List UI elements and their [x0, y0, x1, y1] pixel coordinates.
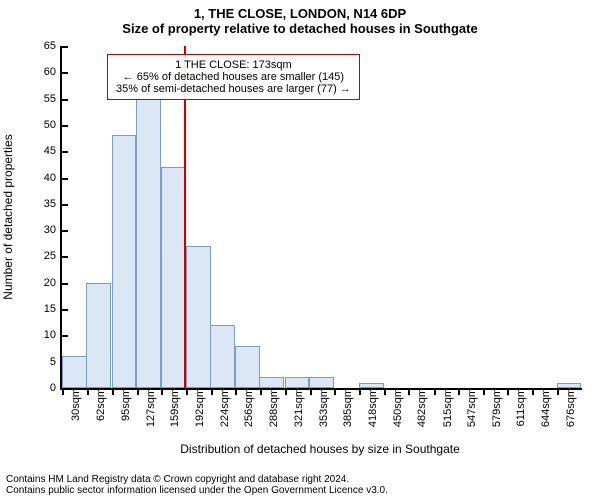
x-tick: 256sqm: [239, 388, 255, 427]
histogram-bar: [259, 377, 284, 388]
x-tick: 644sqm: [536, 388, 552, 427]
x-tick: 579sqm: [487, 388, 503, 427]
footer-line2: Contains public sector information licen…: [6, 485, 388, 496]
chart-title-line1: 1, THE CLOSE, LONDON, N14 6DP: [0, 0, 600, 21]
x-tick: 418sqm: [363, 388, 379, 427]
footer-line1: Contains HM Land Registry data © Crown c…: [6, 474, 388, 485]
histogram-bar: [235, 346, 260, 388]
y-tick: 20: [44, 277, 62, 289]
x-tick: 353sqm: [314, 388, 330, 427]
y-tick: 10: [44, 329, 62, 341]
x-tick: 288sqm: [264, 388, 280, 427]
y-tick: 55: [44, 93, 62, 105]
histogram-bar: [285, 377, 310, 388]
y-tick: 15: [44, 303, 62, 315]
histogram-bar: [161, 167, 186, 388]
y-tick: 35: [44, 198, 62, 210]
y-tick: 30: [44, 224, 62, 236]
x-tick: 611sqm: [511, 388, 527, 426]
x-tick: 159sqm: [165, 388, 181, 427]
y-tick: 65: [44, 40, 62, 52]
chart-title-line2: Size of property relative to detached ho…: [0, 21, 600, 36]
histogram-bar: [210, 325, 235, 388]
y-tick: 0: [50, 382, 62, 394]
x-axis-label: Distribution of detached houses by size …: [60, 442, 580, 456]
annotation-line2: ← 65% of detached houses are smaller (14…: [116, 71, 351, 83]
histogram-bar: [186, 246, 211, 388]
annotation-line1: 1 THE CLOSE: 173sqm: [116, 59, 351, 71]
x-tick: 547sqm: [462, 388, 478, 427]
footer-attribution: Contains HM Land Registry data © Crown c…: [0, 470, 394, 500]
histogram-bar: [136, 99, 161, 388]
y-tick: 45: [44, 145, 62, 157]
x-tick: 385sqm: [338, 388, 354, 427]
x-tick: 127sqm: [141, 388, 157, 427]
x-tick: 95sqm: [116, 388, 132, 421]
x-tick: 321sqm: [289, 388, 305, 427]
x-tick: 224sqm: [215, 388, 231, 427]
histogram-bar: [62, 356, 87, 388]
plot-area: 0510152025303540455055606530sqm62sqm95sq…: [60, 46, 582, 390]
histogram-bar: [557, 383, 582, 388]
y-tick: 5: [50, 356, 62, 368]
annotation-box: 1 THE CLOSE: 173sqm← 65% of detached hou…: [107, 54, 360, 100]
histogram-bar: [86, 283, 111, 388]
y-tick: 50: [44, 119, 62, 131]
x-tick: 30sqm: [66, 388, 82, 421]
x-tick: 450sqm: [388, 388, 404, 427]
y-tick: 25: [44, 250, 62, 262]
x-tick: 482sqm: [412, 388, 428, 427]
chart-container: 1, THE CLOSE, LONDON, N14 6DP Size of pr…: [0, 0, 600, 500]
y-tick: 40: [44, 172, 62, 184]
histogram-bar: [359, 383, 384, 388]
histogram-bar: [112, 135, 137, 388]
histogram-bar: [309, 377, 334, 388]
x-tick: 676sqm: [561, 388, 577, 427]
x-tick: 192sqm: [190, 388, 206, 427]
x-tick: 515sqm: [438, 388, 454, 427]
annotation-line3: 35% of semi-detached houses are larger (…: [116, 83, 351, 95]
x-tick: 62sqm: [91, 388, 107, 421]
y-axis-label: Number of detached properties: [1, 134, 15, 299]
y-tick: 60: [44, 66, 62, 78]
